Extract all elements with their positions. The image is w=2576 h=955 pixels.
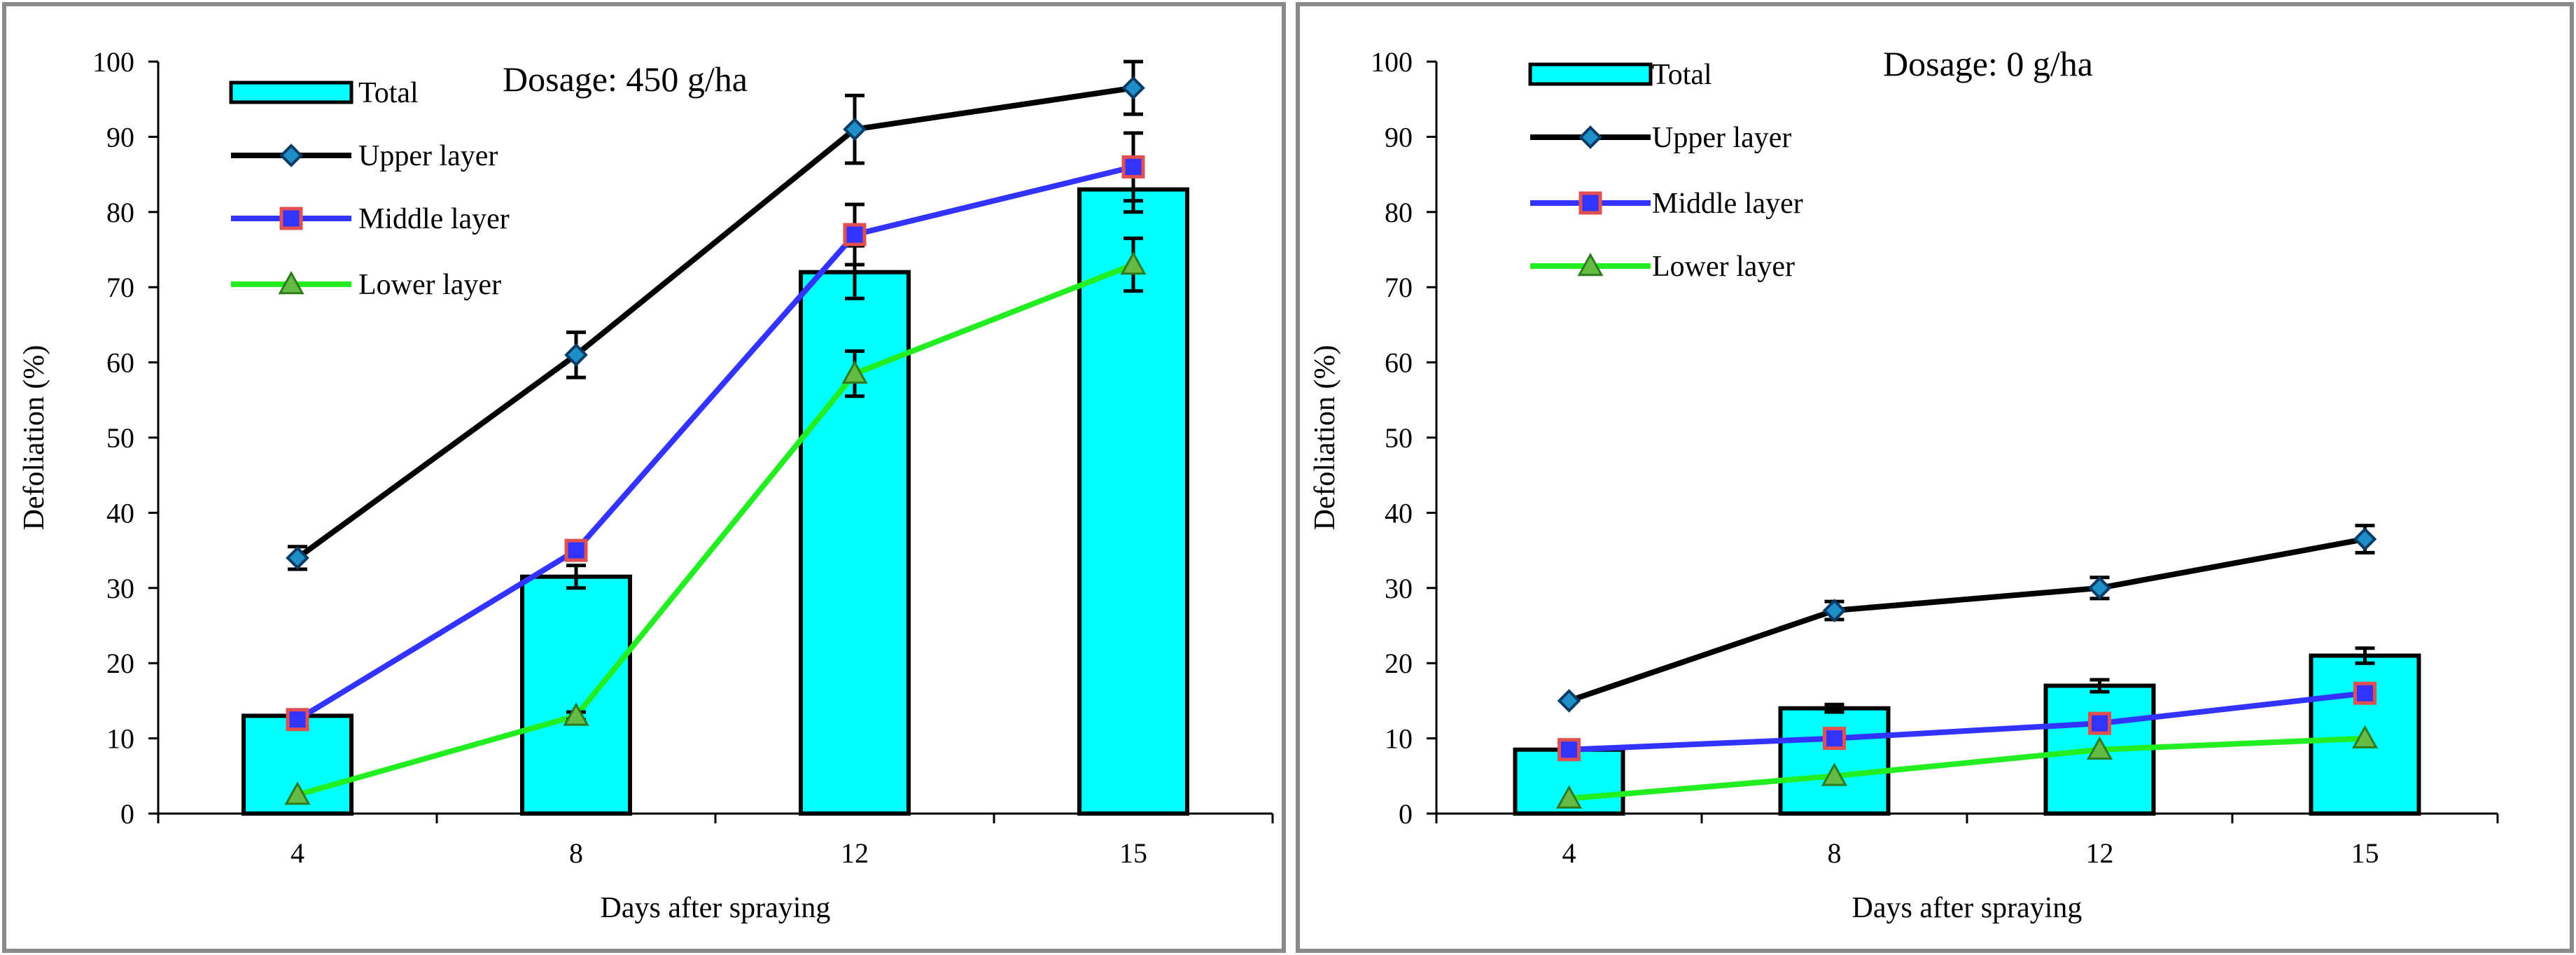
chart-panel-0: 0 10 20 30 40 50 60 70 80 90 100 4 8 12 15 Days after s… bbox=[1296, 2, 2574, 953]
x-axis-title: Days after spraying bbox=[601, 892, 831, 924]
line-upper bbox=[295, 85, 1134, 561]
line-upper bbox=[1568, 536, 2366, 704]
chart-title: Dosage: 450 g/ha bbox=[503, 60, 748, 99]
marker-upper bbox=[1557, 689, 1581, 713]
y-tick-label: 80 bbox=[1385, 197, 1413, 228]
y-tick-label: 50 bbox=[106, 422, 134, 454]
legend-label-middle: Middle layer bbox=[1652, 188, 1803, 220]
legend-label-upper: Upper layer bbox=[1652, 122, 1791, 154]
y-tick-label: 30 bbox=[106, 573, 134, 604]
y-tick-label: 60 bbox=[106, 347, 134, 379]
marker-upper bbox=[564, 343, 588, 367]
y-axis-title: Defoliation (%) bbox=[18, 345, 50, 531]
x-tick-label: 15 bbox=[2351, 837, 2379, 869]
x-tick-label: 15 bbox=[1119, 837, 1147, 869]
bar-total bbox=[520, 574, 632, 816]
line-middle bbox=[1569, 690, 2365, 753]
marker-lower bbox=[1821, 762, 1848, 786]
error-bar-total bbox=[566, 564, 586, 590]
chart-title: Dosage: 0 g/ha bbox=[1883, 44, 2093, 83]
legend-marker-upper bbox=[1578, 125, 1602, 149]
y-tick-label: 0 bbox=[1399, 798, 1413, 830]
legend-swatch-total bbox=[229, 81, 354, 104]
legend-label-lower: Lower layer bbox=[1652, 251, 1795, 283]
y-tick-label: 100 bbox=[92, 46, 134, 78]
legend-marker-middle bbox=[1578, 191, 1602, 215]
marker-middle bbox=[286, 708, 309, 732]
chart-panel-450: 0 10 20 30 40 50 60 70 80 90 100 4 8 12 15 Days after s… bbox=[2, 2, 1286, 953]
y-tick-label: 10 bbox=[106, 723, 134, 755]
error-bar-total bbox=[1824, 702, 1844, 714]
y-tick-label: 10 bbox=[1385, 723, 1413, 755]
legend-marker-upper bbox=[279, 144, 303, 167]
x-tick-label: 12 bbox=[841, 837, 869, 869]
y-tick-label: 40 bbox=[106, 497, 134, 529]
marker-middle bbox=[843, 223, 867, 246]
y-tick-label: 0 bbox=[120, 798, 134, 830]
legend-swatch-total bbox=[1528, 62, 1653, 86]
error-bar-total bbox=[2090, 678, 2110, 694]
marker-upper bbox=[1121, 76, 1145, 100]
marker-lower bbox=[563, 702, 589, 726]
legend-label-middle: Middle layer bbox=[358, 203, 510, 235]
marker-upper bbox=[843, 117, 867, 141]
marker-middle bbox=[564, 538, 588, 562]
legend-label-total: Total bbox=[358, 77, 419, 109]
x-tick-label: 8 bbox=[1828, 837, 1842, 869]
line-lower bbox=[1569, 735, 2365, 802]
marker-lower bbox=[841, 360, 868, 384]
marker-lower bbox=[1555, 785, 1583, 809]
marker-lower bbox=[2086, 736, 2113, 760]
y-tick-label: 80 bbox=[106, 197, 134, 228]
marker-upper bbox=[1822, 599, 1847, 622]
line-middle bbox=[295, 164, 1134, 723]
x-axis-title: Days after spraying bbox=[1852, 892, 2082, 924]
line-lower bbox=[296, 262, 1135, 797]
bar-total bbox=[1778, 706, 1891, 816]
marker-middle bbox=[1121, 155, 1145, 179]
y-tick-label: 20 bbox=[1385, 648, 1413, 679]
marker-upper bbox=[286, 546, 309, 570]
marker-middle bbox=[2088, 711, 2111, 735]
marker-middle bbox=[2353, 681, 2376, 705]
y-tick-label: 30 bbox=[1385, 573, 1413, 604]
y-tick-label: 90 bbox=[106, 121, 134, 153]
legend-marker-lower bbox=[278, 270, 304, 295]
marker-upper bbox=[2353, 527, 2377, 551]
marker-upper bbox=[2087, 576, 2112, 600]
legend-marker-lower bbox=[1577, 252, 1604, 277]
marker-lower bbox=[284, 781, 311, 805]
x-tick-label: 8 bbox=[569, 837, 583, 869]
legend-label-upper: Upper layer bbox=[358, 140, 498, 172]
y-axis-title: Defoliation (%) bbox=[1309, 345, 1341, 531]
y-tick-label: 40 bbox=[1385, 497, 1413, 529]
x-tick-label: 4 bbox=[1562, 837, 1576, 869]
marker-middle bbox=[1558, 738, 1581, 762]
marker-middle bbox=[1823, 727, 1846, 751]
error-bar-total bbox=[2355, 646, 2375, 665]
legend-label-total: Total bbox=[1652, 59, 1712, 91]
marker-lower bbox=[1120, 251, 1147, 275]
y-tick-label: 70 bbox=[1385, 272, 1413, 303]
y-tick-label: 70 bbox=[106, 272, 134, 303]
y-tick-label: 50 bbox=[1385, 422, 1413, 454]
y-tick-label: 60 bbox=[1385, 347, 1413, 379]
y-tick-label: 90 bbox=[1385, 121, 1413, 153]
legend-label-lower: Lower layer bbox=[358, 269, 501, 301]
marker-lower bbox=[2351, 725, 2379, 748]
legend-marker-middle bbox=[279, 207, 303, 230]
bar-total bbox=[1077, 187, 1189, 816]
y-tick-label: 100 bbox=[1371, 46, 1413, 78]
y-tick-label: 20 bbox=[106, 648, 134, 679]
x-tick-label: 4 bbox=[290, 837, 304, 869]
x-tick-label: 12 bbox=[2086, 837, 2114, 869]
